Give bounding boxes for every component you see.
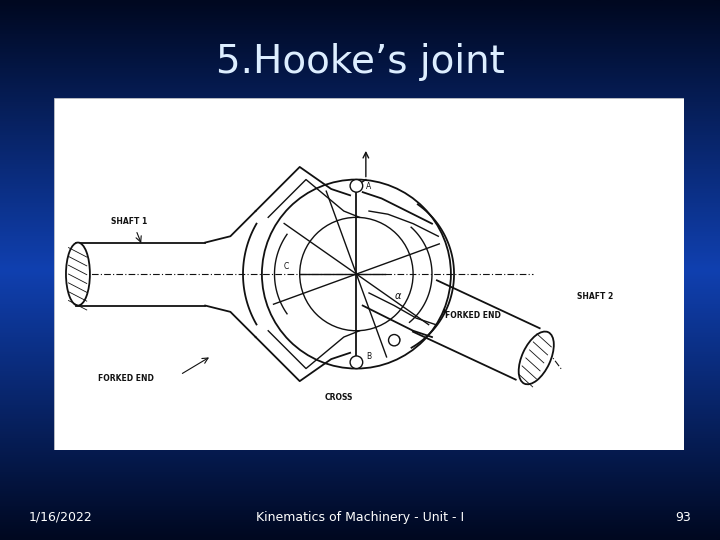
Text: 93: 93 <box>675 511 691 524</box>
Text: FORKED END: FORKED END <box>98 374 154 383</box>
Text: D: D <box>395 336 400 346</box>
Text: Kinematics of Machinery - Unit - I: Kinematics of Machinery - Unit - I <box>256 511 464 524</box>
Text: C: C <box>284 262 289 271</box>
Text: CROSS: CROSS <box>325 393 354 402</box>
Ellipse shape <box>66 242 90 306</box>
Text: $\alpha$: $\alpha$ <box>395 291 402 301</box>
Circle shape <box>350 179 363 192</box>
Text: 1/16/2022: 1/16/2022 <box>29 511 93 524</box>
Text: SHAFT 2: SHAFT 2 <box>577 292 613 301</box>
Circle shape <box>350 356 363 369</box>
Text: A: A <box>366 182 371 191</box>
Text: B: B <box>366 352 371 361</box>
FancyBboxPatch shape <box>54 98 684 450</box>
Circle shape <box>389 335 400 346</box>
Text: FORKED END: FORKED END <box>444 311 500 320</box>
Text: 5.Hooke’s joint: 5.Hooke’s joint <box>215 43 505 81</box>
Text: SHAFT 1: SHAFT 1 <box>111 217 147 226</box>
Ellipse shape <box>518 332 554 384</box>
